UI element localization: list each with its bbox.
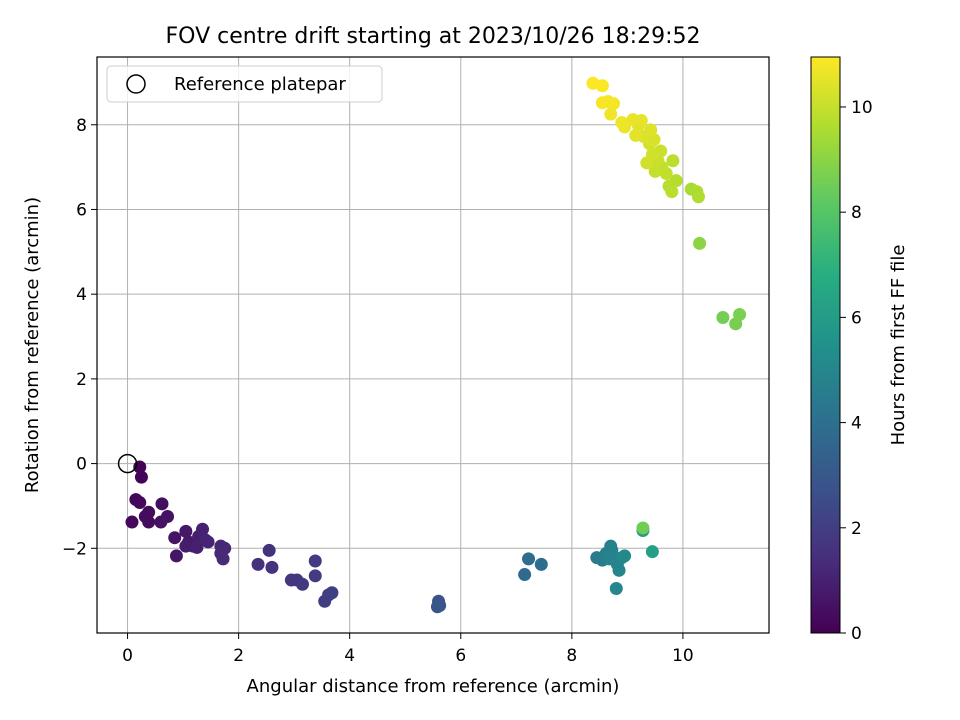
colorbar-ticks: 0 2 4 6 8 10: [840, 98, 873, 644]
colorbar-tick-label: 4: [851, 414, 862, 434]
data-point: [648, 164, 662, 178]
x-tick-label: 8: [566, 646, 577, 666]
colorbar: 0 2 4 6 8 10 Hours from first FF file: [810, 56, 909, 644]
data-point: [168, 531, 182, 545]
data-point: [134, 470, 148, 484]
y-tick-label: 4: [76, 285, 87, 305]
data-point: [179, 524, 193, 538]
y-tick-label: 6: [76, 200, 87, 220]
data-point: [534, 557, 548, 571]
data-point: [666, 154, 680, 168]
data-point: [659, 166, 673, 180]
data-point: [645, 545, 659, 559]
plot-frame: [96, 56, 770, 634]
data-point: [430, 600, 444, 614]
x-axis-ticks: 0 2 4 6 8 10: [122, 633, 694, 666]
y-axis-label: Rotation from reference (arcmin): [22, 197, 43, 493]
data-point: [629, 128, 643, 142]
data-point: [133, 496, 147, 510]
data-point: [262, 543, 276, 557]
colorbar-tick-label: 10: [851, 98, 873, 118]
data-point: [325, 586, 339, 600]
data-point: [308, 554, 322, 568]
colorbar-tick-label: 2: [851, 519, 862, 539]
data-point: [716, 310, 730, 324]
data-point: [693, 236, 707, 250]
data-point: [295, 577, 309, 591]
legend-box: [106, 65, 383, 103]
data-point: [586, 76, 600, 90]
data-point: [308, 569, 322, 583]
data-point: [190, 540, 204, 554]
data-point: [640, 156, 654, 170]
chart-title: FOV centre drift starting at 2023/10/26 …: [166, 24, 701, 49]
data-point: [265, 560, 279, 574]
data-point: [196, 522, 210, 536]
data-point: [201, 535, 215, 549]
data-point: [665, 185, 679, 199]
colorbar-tick-label: 8: [851, 203, 862, 223]
data-point: [518, 568, 532, 582]
x-tick-label: 2: [233, 646, 244, 666]
data-point: [604, 107, 618, 121]
data-point: [179, 539, 193, 553]
legend-entry-reference-platepar: Reference platepar: [174, 74, 346, 95]
colorbar-tick-label: 0: [851, 624, 862, 644]
data-point: [595, 96, 609, 110]
data-point: [612, 563, 626, 577]
colorbar-tick-label: 6: [851, 308, 862, 328]
y-tick-label: 8: [76, 116, 87, 136]
colorbar-gradient: [810, 56, 841, 634]
data-point: [155, 497, 169, 511]
data-point: [733, 308, 747, 322]
x-tick-label: 10: [672, 646, 694, 666]
legend-marker-icon: [126, 74, 146, 94]
data-point: [615, 116, 629, 130]
data-point: [609, 582, 623, 596]
x-tick-label: 4: [344, 646, 355, 666]
data-point: [522, 552, 536, 566]
x-tick-label: 6: [455, 646, 466, 666]
y-tick-label: 2: [76, 370, 87, 390]
data-points: [125, 76, 747, 614]
data-point: [644, 123, 658, 137]
data-point: [251, 557, 265, 571]
data-point: [138, 510, 152, 524]
data-point: [125, 515, 139, 529]
legend: Reference platepar: [106, 65, 383, 103]
x-axis-label: Angular distance from reference (arcmin): [247, 676, 620, 697]
data-point: [691, 190, 705, 204]
data-point: [161, 510, 175, 524]
x-tick-label: 0: [122, 646, 133, 666]
data-point: [216, 552, 230, 566]
data-point: [169, 549, 183, 563]
y-tick-label: −2: [62, 539, 87, 559]
colorbar-label: Hours from first FF file: [888, 245, 909, 446]
data-point: [618, 549, 632, 563]
data-point: [636, 521, 650, 535]
y-tick-label: 0: [76, 455, 87, 475]
reference-platepar-marker: [117, 453, 138, 474]
y-axis-ticks: −2 0 2 4 6 8: [62, 116, 97, 559]
